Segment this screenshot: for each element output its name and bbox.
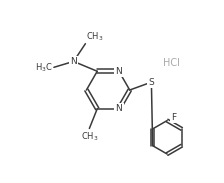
Text: HCl: HCl: [163, 58, 179, 68]
Text: CH$_3$: CH$_3$: [81, 130, 98, 143]
Text: F: F: [171, 113, 176, 122]
Text: S: S: [149, 78, 154, 87]
Text: N: N: [116, 104, 122, 113]
Text: CH$_3$: CH$_3$: [86, 30, 104, 43]
Text: N: N: [116, 67, 122, 76]
Text: H$_3$C: H$_3$C: [35, 61, 53, 74]
Text: N: N: [70, 57, 77, 66]
